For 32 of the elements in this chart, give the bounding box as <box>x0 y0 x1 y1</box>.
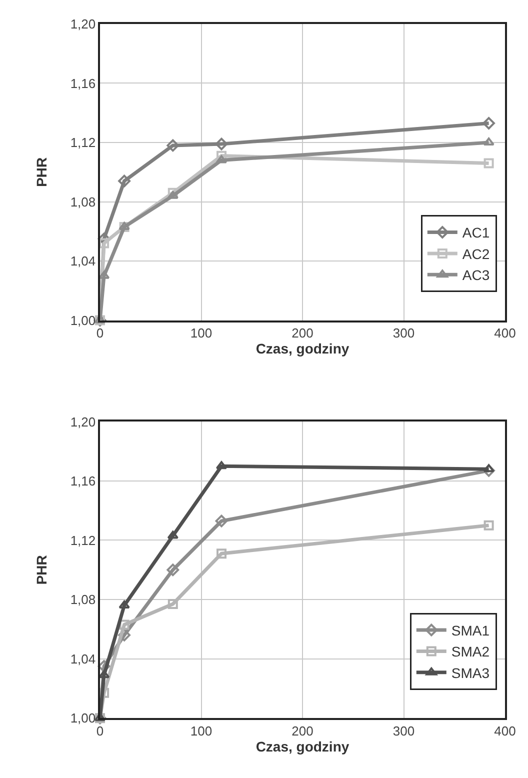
y-tick-label: 1,16 <box>70 474 96 489</box>
x-tick-label: 100 <box>190 723 212 738</box>
y-tick-label: 1,04 <box>70 254 96 269</box>
legend-label: AC3 <box>462 267 490 284</box>
legend-label: SMA1 <box>451 622 490 638</box>
y-tick-label: 1,20 <box>70 414 96 430</box>
y-tick-label: 1,08 <box>70 592 96 608</box>
legend-label: AC1 <box>462 224 490 241</box>
x-tick-label: 300 <box>392 326 415 341</box>
y-tick-label: 1,08 <box>70 194 96 210</box>
x-tick-label: 400 <box>494 326 516 341</box>
y-tick-label: 1,04 <box>70 651 96 666</box>
x-tick-label: 0 <box>96 326 104 341</box>
x-axis-title: Czas, godziny <box>256 340 350 357</box>
x-tick-label: 0 <box>96 723 104 738</box>
x-tick-label: 100 <box>190 326 212 341</box>
y-axis-title: PHR <box>33 555 50 585</box>
legend-label: AC2 <box>462 246 490 262</box>
y-tick-label: 1,12 <box>70 532 96 548</box>
x-tick-label: 200 <box>292 723 314 738</box>
x-tick-label: 300 <box>392 723 415 738</box>
x-tick-label: 400 <box>494 723 516 738</box>
legend-label: SMA3 <box>451 664 490 681</box>
legend-label: SMA2 <box>451 644 490 660</box>
y-axis-title: PHR <box>33 157 50 187</box>
y-tick-label: 1,00 <box>70 710 96 726</box>
x-tick-label: 200 <box>292 326 314 341</box>
y-tick-label: 1,16 <box>70 76 96 91</box>
x-axis-title: Czas, godziny <box>256 738 350 754</box>
y-tick-label: 1,20 <box>70 16 96 32</box>
y-tick-label: 1,12 <box>70 135 96 150</box>
y-tick-label: 1,00 <box>70 312 96 328</box>
